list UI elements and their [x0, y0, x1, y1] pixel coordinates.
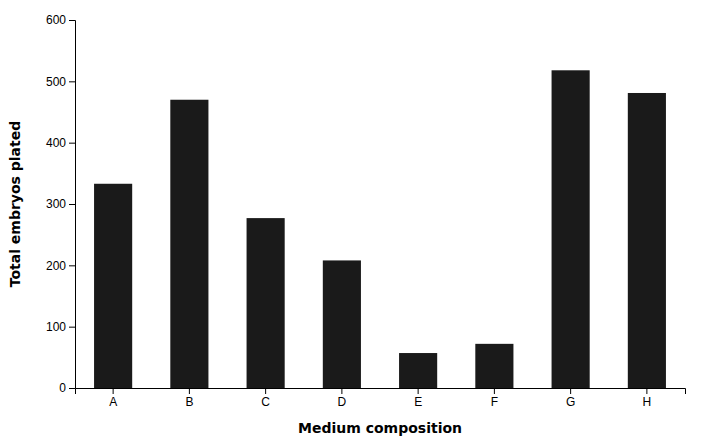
y-tick-mark: [69, 265, 75, 266]
bar: [94, 184, 132, 388]
x-tick-label: G: [566, 395, 575, 409]
y-tick: 400: [46, 136, 75, 150]
y-tick-label: 500: [46, 75, 66, 89]
y-tick-label: 300: [46, 197, 66, 211]
x-tick-mark: [265, 388, 266, 394]
x-axis-title: Medium composition: [298, 420, 462, 436]
x-tick: D: [338, 388, 347, 409]
x-tick-label: A: [109, 395, 117, 409]
x-tick-label: E: [414, 395, 422, 409]
x-tick-label: B: [185, 395, 193, 409]
bar: [628, 93, 666, 388]
bar: [247, 218, 285, 388]
bar: [170, 100, 208, 388]
y-tick-mark: [69, 388, 75, 389]
x-tick: E: [414, 388, 422, 409]
y-tick-label: 200: [46, 259, 66, 273]
y-tick: 100: [46, 320, 75, 334]
chart-svg: A B C D E F G H 0 100 200 300 400 500 600 Medium compos…: [0, 0, 705, 448]
x-tick-mark: [494, 388, 495, 394]
y-tick-mark: [69, 20, 75, 21]
y-tick-mark: [69, 81, 75, 82]
y-axis-line: [69, 21, 76, 389]
x-tick-mark: [570, 388, 571, 394]
y-tick: 200: [46, 259, 75, 273]
y-tick-label: 100: [46, 320, 66, 334]
y-tick: 0: [59, 381, 75, 395]
x-tick-label: C: [261, 395, 270, 409]
plot: A B C D E F G H 0 100 200 300 400 500 600: [46, 13, 686, 408]
x-tick-mark: [113, 388, 114, 394]
y-tick: 300: [46, 197, 75, 211]
y-tick-mark: [69, 143, 75, 144]
y-axis-title: Total embryos plated: [7, 121, 23, 288]
x-tick-label: F: [491, 395, 498, 409]
y-tick-label: 600: [46, 13, 66, 27]
x-tick-mark: [646, 388, 647, 394]
x-tick: H: [643, 388, 652, 409]
x-axis: A B C D E F G H: [76, 388, 686, 409]
bar: [552, 70, 590, 388]
x-tick-mark: [418, 388, 419, 394]
x-tick: A: [109, 388, 117, 409]
x-tick-mark: [189, 388, 190, 394]
y-tick: 600: [46, 13, 75, 27]
x-tick-label: D: [338, 395, 347, 409]
bar: [399, 353, 437, 388]
bar: [323, 260, 361, 388]
x-axis-line: [76, 389, 686, 395]
y-tick: 500: [46, 75, 75, 89]
x-tick: G: [566, 388, 575, 409]
x-tick: F: [491, 388, 498, 409]
x-tick: B: [185, 388, 193, 409]
bars: [94, 70, 666, 388]
y-axis: 0 100 200 300 400 500 600: [46, 13, 76, 395]
y-tick-mark: [69, 327, 75, 328]
y-tick-label: 400: [46, 136, 66, 150]
y-tick-label: 0: [59, 381, 66, 395]
bar: [475, 344, 513, 388]
x-tick-mark: [341, 388, 342, 394]
x-tick: C: [261, 388, 270, 409]
y-tick-mark: [69, 204, 75, 205]
x-tick-label: H: [643, 395, 652, 409]
